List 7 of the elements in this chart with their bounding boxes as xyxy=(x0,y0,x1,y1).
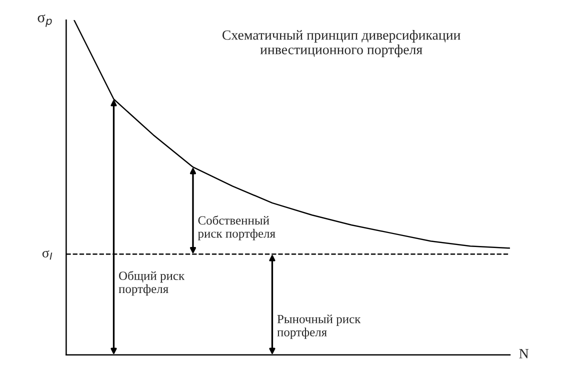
ref-line-label: σ$_{I}$ xyxy=(42,250,52,260)
y-axis-title: σ$_{p}$ xyxy=(38,14,52,27)
annotation: Рыночный риск портфеля xyxy=(277,314,361,339)
annotation: Общий риск портфеля xyxy=(118,270,185,296)
x-axis-title: N xyxy=(519,349,529,358)
annotation: Собственный риск портфеля xyxy=(198,216,276,240)
text: Схематичный принцип диверсификации инвестиционного портфеля xyxy=(222,30,460,58)
